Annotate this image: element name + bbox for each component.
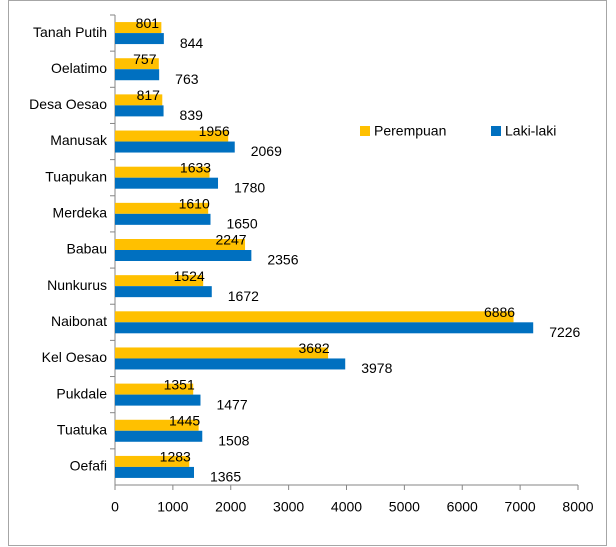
bar	[115, 202, 209, 214]
data-label: 6886	[484, 304, 515, 320]
y-tick-label: Merdeka	[53, 205, 108, 221]
x-tick-label: 1000	[157, 499, 188, 515]
data-label: 1524	[174, 268, 205, 284]
bar	[115, 130, 229, 142]
data-label: 1283	[160, 449, 191, 465]
y-tick-label: Kel Oesao	[42, 349, 108, 365]
data-label: 1351	[164, 376, 195, 392]
bar	[115, 69, 160, 81]
bar	[115, 358, 346, 370]
bar	[115, 250, 252, 261]
bar	[115, 177, 219, 189]
data-label: 2247	[215, 232, 246, 248]
data-label: 839	[180, 107, 204, 123]
y-tick-label: Tuapukan	[45, 168, 107, 184]
x-tick-label: 5000	[389, 499, 420, 515]
x-tick-label: 2000	[215, 499, 246, 515]
x-tick-label: 8000	[562, 499, 593, 515]
y-tick-label: Oefafi	[70, 458, 107, 474]
data-label: 1672	[228, 288, 259, 304]
y-tick-label: Desa Oesao	[29, 96, 107, 112]
data-label: 844	[180, 35, 204, 51]
y-tick-label: Naibonat	[51, 313, 107, 329]
x-tick-label: 6000	[447, 499, 478, 515]
bar	[115, 58, 159, 70]
data-label: 1365	[210, 469, 241, 485]
bar	[115, 22, 162, 34]
bar	[115, 430, 203, 442]
bar	[115, 322, 534, 334]
x-tick-label: 3000	[273, 499, 304, 515]
data-label: 757	[133, 51, 157, 67]
bar	[115, 347, 329, 359]
y-tick-label: Nunkurus	[47, 277, 107, 293]
y-tick-label: Tanah Putih	[33, 24, 107, 40]
data-label: 2069	[251, 143, 282, 159]
bar	[115, 311, 514, 323]
legend-swatch	[491, 126, 501, 136]
data-label: 7226	[549, 324, 580, 340]
data-label: 817	[137, 87, 161, 103]
data-label: 1633	[180, 159, 211, 175]
bar	[115, 419, 199, 431]
x-tick-label: 7000	[505, 499, 536, 515]
bar	[115, 166, 210, 178]
bar	[115, 105, 164, 117]
bar	[115, 466, 194, 478]
y-tick-label: Babau	[67, 241, 107, 257]
data-label: 801	[136, 15, 160, 31]
legend-label: Laki-laki	[505, 123, 556, 139]
data-label: 1610	[179, 196, 210, 212]
data-label: 1508	[218, 432, 249, 448]
bar	[115, 239, 246, 250]
bar	[115, 141, 235, 153]
y-tick-label: Tuatuka	[57, 421, 107, 437]
bar	[115, 455, 190, 467]
legend-swatch	[360, 126, 370, 136]
bar	[115, 33, 164, 45]
data-label: 3682	[299, 340, 330, 356]
data-label: 1650	[226, 216, 257, 232]
chart-frame	[8, 0, 607, 546]
bar	[115, 383, 194, 395]
bar	[115, 94, 163, 106]
data-label: 3978	[361, 360, 392, 376]
bar	[115, 275, 204, 287]
x-tick-label: 4000	[331, 499, 362, 515]
data-label: 1956	[199, 123, 230, 139]
x-tick-label: 0	[111, 499, 119, 515]
data-label: 763	[175, 71, 199, 87]
bar	[115, 213, 211, 225]
y-tick-label: Pukdale	[56, 385, 107, 401]
legend-label: Perempuan	[374, 123, 446, 139]
data-label: 2356	[267, 252, 298, 268]
bar	[115, 286, 212, 298]
y-tick-label: Oelatimo	[51, 60, 107, 76]
data-label: 1445	[169, 412, 200, 428]
y-tick-label: Manusak	[50, 132, 108, 148]
data-label: 1477	[216, 396, 247, 412]
data-label: 1780	[234, 179, 265, 195]
bar	[115, 394, 201, 406]
